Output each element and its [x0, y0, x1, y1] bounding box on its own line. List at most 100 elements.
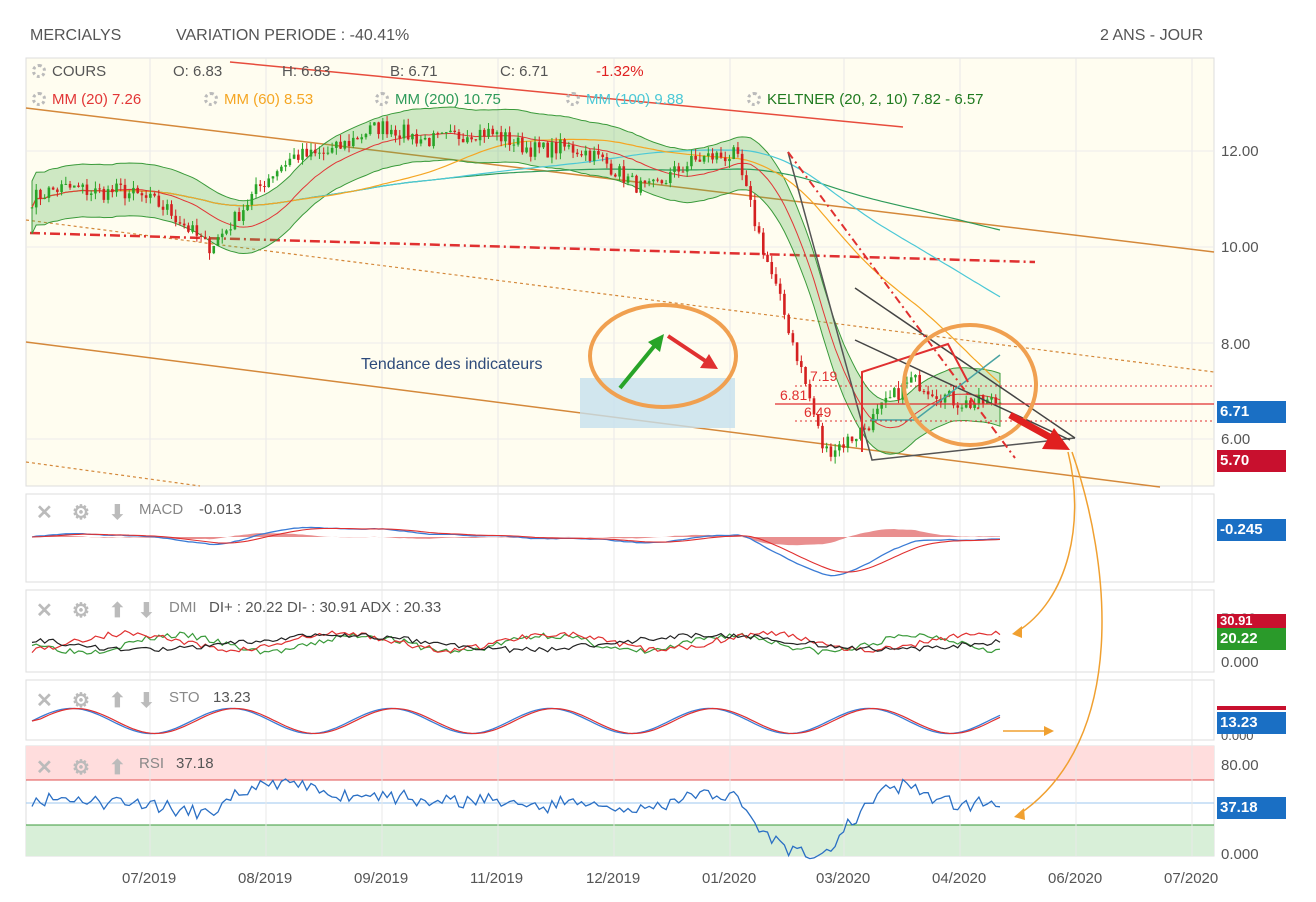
- gear-icon[interactable]: ⚙: [72, 600, 90, 622]
- candle-body: [482, 129, 486, 137]
- arrow-up-icon[interactable]: ⬆: [109, 757, 126, 779]
- wedge-red-zigzag: [861, 342, 969, 452]
- candle-body: [859, 428, 862, 439]
- candle-body: [132, 187, 135, 194]
- mm100-value: 9.88: [654, 91, 684, 108]
- level-high-label: 7.19: [810, 368, 838, 384]
- candle-body: [943, 394, 947, 403]
- candle-body: [745, 175, 748, 187]
- red-dashdot-support: [29, 231, 1036, 264]
- candle-body: [360, 137, 364, 140]
- candle-body: [947, 390, 951, 395]
- candle-body: [216, 237, 220, 246]
- candle-body: [406, 124, 410, 140]
- candle-body: [808, 384, 812, 399]
- candle-body: [804, 367, 807, 385]
- candle-body: [199, 235, 203, 237]
- arrow-down-icon[interactable]: ⬇: [138, 600, 155, 622]
- close-icon[interactable]: ✕: [36, 600, 53, 622]
- candle-body: [749, 186, 752, 200]
- candle-body: [478, 129, 482, 141]
- candle-body: [258, 184, 262, 187]
- gear-icon[interactable]: ⚙: [72, 502, 90, 524]
- candles: [30, 116, 1002, 464]
- rsi-tag: 37.18: [1217, 797, 1286, 819]
- gear-icon[interactable]: ⚙: [72, 690, 90, 712]
- candle-body: [56, 189, 59, 192]
- close-value: C: 6.71: [500, 63, 549, 80]
- candle-body: [931, 394, 934, 397]
- candle-body: [863, 428, 867, 430]
- candle-body: [466, 137, 469, 143]
- mm100-legend[interactable]: MM (100) 9.88: [566, 91, 684, 108]
- candle-body: [487, 128, 490, 137]
- di-minus-line: [31, 630, 1001, 654]
- candle-body: [111, 189, 114, 193]
- candle-body: [43, 197, 46, 199]
- period-selector[interactable]: 2 ANS - JOUR: [1100, 27, 1204, 44]
- candle-body: [81, 184, 85, 187]
- arrow-up-icon[interactable]: ⬆: [109, 690, 126, 712]
- gear-icon[interactable]: ⚙: [72, 757, 90, 779]
- candle-body: [39, 189, 42, 199]
- mm60-legend[interactable]: MM (60) 8.53: [204, 91, 313, 108]
- arrow-up-icon[interactable]: ⬆: [109, 600, 126, 622]
- candle-body: [72, 185, 76, 188]
- mm20-legend[interactable]: MM (20) 7.26: [32, 91, 141, 108]
- close-icon[interactable]: ✕: [36, 690, 53, 712]
- candle-body: [529, 147, 533, 157]
- arrow-down-icon[interactable]: ⬇: [138, 690, 155, 712]
- candle-body: [233, 212, 237, 230]
- down-arrow: [666, 334, 709, 364]
- candle-body: [377, 122, 380, 135]
- candle-body: [89, 193, 93, 195]
- close-icon[interactable]: ✕: [36, 757, 53, 779]
- di-plus-line: [31, 631, 1001, 656]
- candle-body: [170, 204, 173, 216]
- candle-body: [800, 361, 803, 368]
- candle-body: [136, 187, 139, 194]
- gear-icon[interactable]: [32, 64, 46, 78]
- gear-icon[interactable]: [204, 92, 218, 106]
- candle-body: [123, 184, 127, 199]
- candle-body: [457, 132, 461, 139]
- mm60-line: [31, 138, 1001, 384]
- rsi-label: RSI: [139, 755, 165, 772]
- candle-body: [178, 222, 182, 224]
- candle-body: [322, 152, 325, 154]
- candle-body: [491, 128, 495, 135]
- candle-body: [850, 436, 854, 442]
- candle-body: [34, 189, 38, 208]
- candle-body: [98, 188, 101, 190]
- candle-body: [998, 402, 1002, 404]
- channel-low-dotted: [25, 461, 201, 487]
- candle-body: [643, 180, 647, 183]
- candle-body: [423, 137, 427, 140]
- candle-body: [668, 171, 672, 184]
- gear-icon[interactable]: [375, 92, 389, 106]
- keltner-legend[interactable]: KELTNER (20, 2, 10) 7.82 - 6.57: [747, 91, 984, 108]
- x-tick: 09/2019: [354, 870, 409, 887]
- gear-icon[interactable]: [747, 92, 761, 106]
- mm200-legend[interactable]: MM (200) 10.75: [375, 91, 501, 108]
- candle-body: [652, 179, 655, 182]
- candle-body: [956, 405, 960, 408]
- close-icon[interactable]: ✕: [36, 502, 53, 524]
- arrow-down-icon[interactable]: ⬇: [109, 502, 126, 524]
- connector-dmi-head: [1012, 626, 1022, 638]
- gear-icon[interactable]: [32, 92, 46, 106]
- y-tick: 6.00: [1221, 431, 1251, 448]
- candle-body: [838, 444, 841, 451]
- candle-body: [592, 151, 596, 162]
- candle-body: [229, 229, 232, 231]
- x-tick: 08/2019: [238, 870, 293, 887]
- candle-body: [888, 397, 892, 399]
- cours-legend[interactable]: COURS: [32, 63, 106, 80]
- macd-line: [31, 526, 1000, 577]
- up-arrow: [618, 342, 658, 390]
- candle-body: [694, 155, 697, 160]
- candle-body: [871, 414, 875, 431]
- gear-icon[interactable]: [566, 92, 580, 106]
- candle-body: [973, 404, 976, 408]
- candle-body: [461, 138, 465, 143]
